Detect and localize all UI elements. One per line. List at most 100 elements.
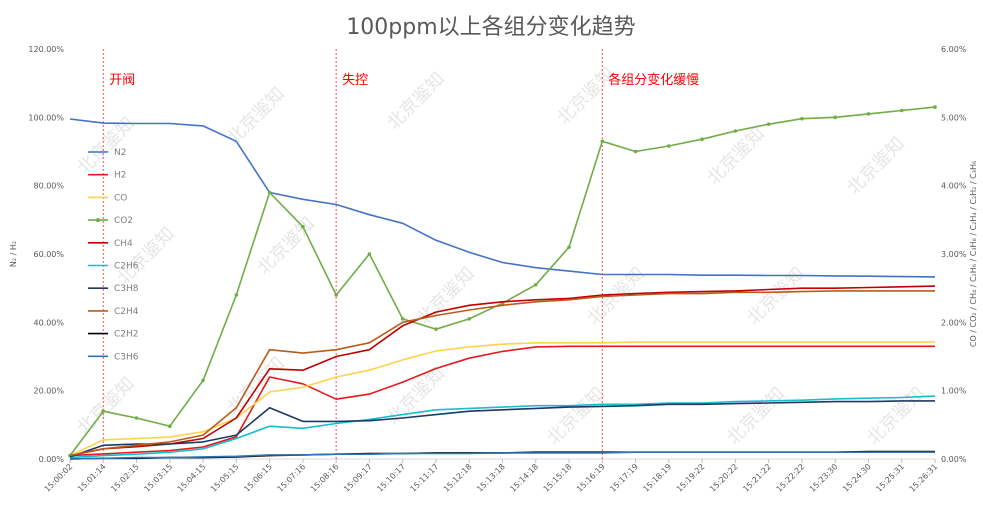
left-tick-label: 20.00% [33, 387, 64, 396]
right-tick-label: 0.00% [941, 455, 967, 464]
x-tick-label: 15:18:19 [641, 462, 673, 494]
left-tick-label: 0.00% [39, 455, 65, 464]
co2-point [833, 115, 837, 120]
legend-label: C2H2 [114, 330, 139, 340]
watermark-text: 北京鉴知 [863, 383, 929, 449]
legend-label: CH4 [114, 239, 133, 249]
co2-point [201, 378, 205, 383]
annotation-label: 开阀 [109, 73, 135, 88]
series-line-n2 [69, 118, 936, 278]
co2-point [800, 116, 804, 121]
series-line-c3h8 [69, 400, 935, 458]
x-tick-label: 15:00:02 [43, 462, 75, 494]
x-tick-label: 15:06:15 [242, 462, 274, 494]
co2-point [567, 245, 571, 249]
chart-title: 100ppm以上各组分变化趋势 [346, 15, 635, 40]
co2-point [866, 112, 871, 116]
co2-point [134, 416, 139, 420]
watermark-text: 北京鉴知 [383, 68, 449, 134]
co2-point [101, 409, 106, 413]
x-tick-label: 15:21:22 [741, 462, 773, 494]
x-tick-label: 15:25:31 [874, 462, 906, 494]
watermark-text: 北京鉴知 [223, 353, 289, 419]
legend-label: CO2 [114, 216, 133, 226]
left-tick-label: 80.00% [33, 182, 64, 191]
x-tick-label: 15:16:19 [575, 462, 607, 494]
watermark-text: 北京鉴知 [843, 133, 909, 199]
right-tick-label: 5.00% [941, 113, 967, 122]
co2-point [600, 139, 605, 144]
series-line-c3h6 [69, 451, 935, 460]
left-tick-label: 40.00% [33, 318, 64, 327]
co2-point [400, 317, 405, 321]
x-tick-label: 15:01:14 [76, 462, 108, 494]
x-tick-label: 15:12:18 [442, 462, 474, 494]
annotation-layer: 开阀 失控 各组分变化缓慢 [102, 49, 699, 459]
co2-point [434, 327, 438, 331]
legend-label: C3H8 [114, 284, 139, 294]
watermark-text: 北京鉴知 [543, 383, 609, 449]
annotation-label: 失控 [342, 73, 368, 88]
legend-label: CO [114, 193, 127, 203]
series-layer [68, 105, 937, 460]
x-tick-label: 15:04:15 [176, 462, 208, 494]
series-line-ch4 [69, 285, 936, 457]
co2-point [234, 293, 239, 297]
right-tick-label: 2.00% [941, 318, 967, 327]
right-axis-title: CO / CO₂ / CH₄ / C₂H₆ / C₃H₈ / C₂H₄ / C₂… [969, 161, 978, 347]
watermark-text: 北京鉴知 [703, 123, 769, 189]
x-tick-label: 15:10:17 [375, 462, 407, 494]
series-line-c2h6 [69, 395, 936, 459]
co2-point [700, 137, 704, 141]
x-tick-label: 15:24:30 [841, 462, 873, 494]
co2-point [533, 282, 538, 287]
x-tick-label: 15:13:18 [475, 462, 507, 494]
co2-point [467, 317, 472, 321]
legend-marker [96, 218, 100, 223]
x-tick-label: 15:07:16 [276, 462, 308, 494]
co2-point [168, 424, 172, 429]
x-tick-label: 15:15:18 [542, 462, 574, 494]
co2-point [633, 149, 638, 154]
x-tick-label: 15:17:19 [608, 462, 640, 494]
co2-point [933, 105, 937, 109]
watermark-text: 北京鉴知 [743, 263, 809, 329]
x-tick-label: 15:23:30 [808, 462, 840, 494]
x-tick-label: 15:08:16 [309, 462, 341, 494]
co2-point [667, 144, 671, 148]
x-tick-label: 15:05:15 [209, 462, 241, 494]
legend-label: H2 [114, 171, 127, 181]
left-axis-title: N₂ / H₂ [9, 241, 18, 267]
watermark-text: 北京鉴知 [253, 213, 319, 279]
legend-label: C3H6 [114, 352, 139, 362]
legend-label: C2H6 [114, 262, 139, 272]
x-tick-label: 15:14:18 [508, 462, 540, 494]
series-line-h2 [69, 345, 935, 457]
x-tick-label: 15:20:22 [708, 462, 740, 494]
right-tick-label: 6.00% [941, 45, 967, 54]
x-tick-label: 15:11:17 [409, 462, 441, 494]
co2-point [301, 224, 305, 229]
right-tick-label: 3.00% [941, 250, 967, 259]
x-tick-label: 15:19:22 [675, 462, 707, 494]
co2-point [367, 252, 372, 256]
co2-point [334, 293, 338, 297]
legend: N2 H2 CO CO2 CH4 C2H6 C3H8 C2H4 C2H2 C3H6 [88, 148, 139, 362]
watermark-text: 北京鉴知 [73, 373, 139, 439]
annotation-label: 各组分变化缓慢 [608, 72, 699, 88]
watermark-text: 北京鉴知 [723, 383, 789, 449]
right-tick-label: 4.00% [941, 182, 967, 191]
watermark-text: 北京鉴知 [113, 223, 179, 289]
x-tick-label: 15:09:17 [342, 462, 374, 494]
x-tick-label: 15:26:31 [908, 462, 940, 494]
x-tick-label: 15:22:22 [775, 462, 807, 494]
co2-point [899, 108, 904, 113]
right-tick-label: 1.00% [941, 387, 967, 396]
left-tick-label: 100.00% [28, 113, 64, 122]
co2-point [733, 129, 738, 133]
left-tick-label: 60.00% [33, 250, 64, 259]
legend-label: N2 [114, 148, 126, 158]
co2-point [766, 122, 771, 126]
